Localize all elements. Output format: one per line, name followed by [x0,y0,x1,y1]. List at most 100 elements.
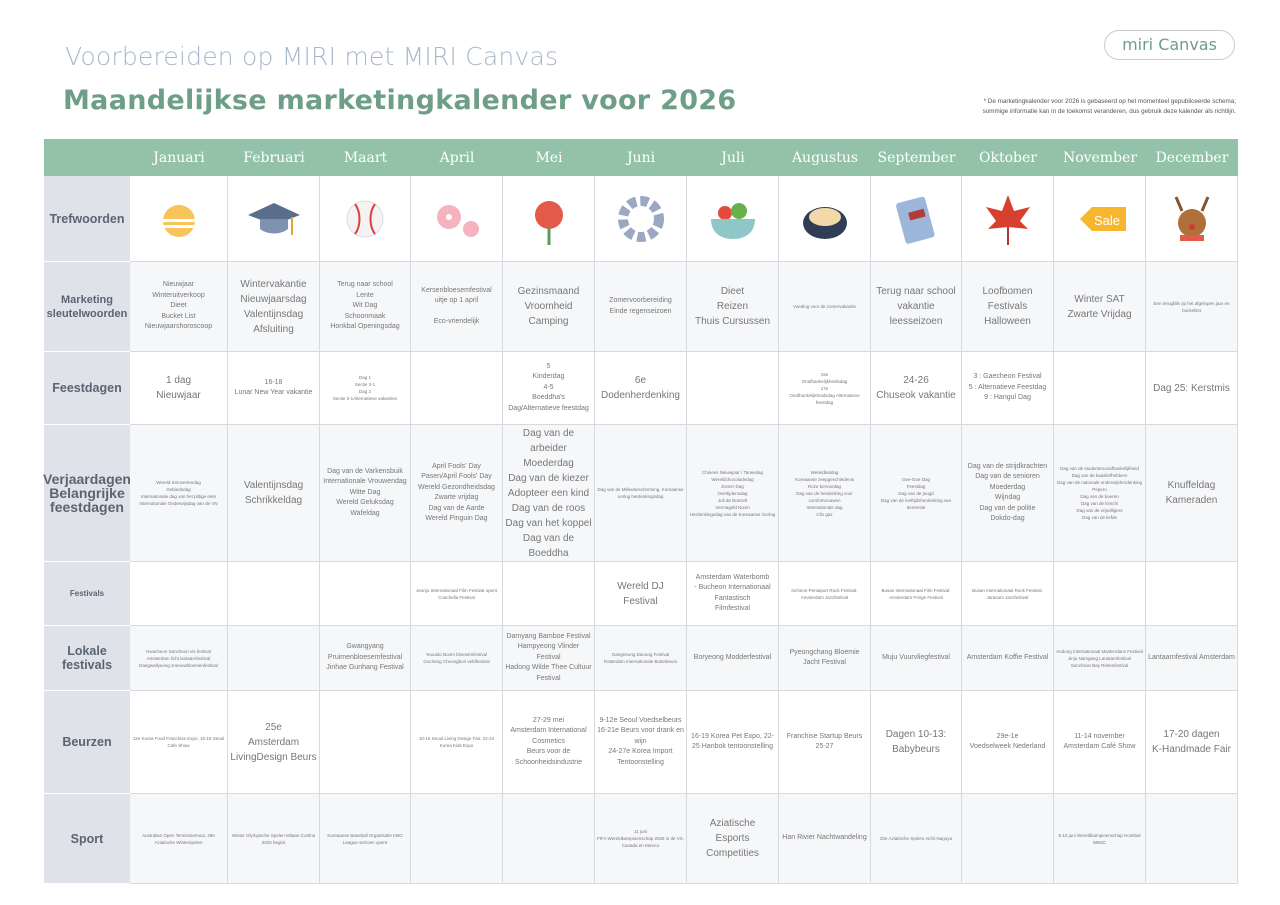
calendar-cell: 20e Aziatische Spelen Aichi-Nagoya [871,794,962,884]
sale-tag-icon: Sale [1079,206,1126,231]
month-header-maart: Maart [320,139,411,176]
calendar-cell: Franchise Startup Beurs 25-27 [779,691,871,794]
keyword-icon-cell [595,176,687,262]
calendar-cell: 10-16 Seoul Living Design Fair, 22-24 Ko… [411,691,503,794]
keyword-icon-cell [687,176,779,262]
calendar-cell [411,352,503,425]
calendar-cell [1054,562,1146,626]
keyword-icon-cell [871,176,962,262]
calendar-cell [320,562,411,626]
month-header-januari: Januari [130,139,228,176]
row-label: Trefwoorden [44,176,130,262]
calendar-cell: Winter Olympische Spelen Milaan-Cortina … [228,794,320,884]
calendar-cell [503,794,595,884]
header-corner [44,139,130,176]
calendar-cell: Amsterdam Waterbomb - Bucheon Internatio… [687,562,779,626]
calendar-cell: 16-19 Korea Pet Expo, 22-25 Hanbok tento… [687,691,779,794]
calendar-cell [1054,352,1146,425]
calendar-cell: 24-26 Chuseok vakantie [871,352,962,425]
calendar-cell: Wereld Introvertendag Gebiedsdag Interna… [130,425,228,562]
keyword-icon-cell: Sale [1054,176,1146,262]
calendar-cell: Terug naar school vakantie leesseizoen [871,262,962,352]
calendar-cell: 9-12e Seoul Voedselbeurs 16-21e Beurs vo… [595,691,687,794]
graduation-cap-icon [247,202,300,235]
calendar-cell: Voeding voor de zomervakantie [779,262,871,352]
calendar-cell: Koreaanse Baseball Organisatie KBO Leagu… [320,794,411,884]
calendar-cell: Wereldkatdag Koreaanse zeepgeschiedenis … [779,425,871,562]
keyword-icon-cell [228,176,320,262]
month-header-oktober: Oktober [962,139,1054,176]
svg-text:Sale: Sale [1094,213,1120,228]
salad-bowl-icon [710,202,755,239]
calendar-cell: Dieet Reizen Thuis Cursussen [687,262,779,352]
calendar-cell [687,352,779,425]
calendar-cell [320,691,411,794]
calendar-cell: Winter SAT Zwarte Vrijdag [1054,262,1146,352]
calendar-cell: 15e Onafhankelijkheidsdag 17e Onafhankel… [779,352,871,425]
month-header-mei: Mei [503,139,595,176]
calendar-cell [1146,794,1238,884]
month-header-juli: Juli [687,139,779,176]
calendar-cell: Dag 25: Kerstmis [1146,352,1238,425]
calendar-cell: Jeonju Internationaal Film Festival open… [411,562,503,626]
calendar-cell: 27-29 mei Amsterdam International Cosmet… [503,691,595,794]
row-label: Lokale festivals [44,626,130,691]
calendar-cell: Dag 1 Sectie 3-1 Dag 2 Sectie 3-1Alterna… [320,352,411,425]
keyword-icon-cell [411,176,503,262]
calendar-cell: April Fools' Day Pasen/April Fools' Day … [411,425,503,562]
miri-canvas-logo[interactable]: miri Canvas [1104,30,1235,60]
calendar-cell: 25e Amsterdam LivingDesign Beurs [228,691,320,794]
calendar-cell: 16-18 Lunar New Year vakantie [228,352,320,425]
calendar-cell: Busan Internationaal Film Festival, Amst… [871,562,962,626]
book-icon [896,196,935,244]
calendar-cell [228,626,320,691]
calendar-cell: Gangneung Danoog Festival Rotterdam Inte… [595,626,687,691]
keyword-icon-cell [962,176,1054,262]
row-label: Feestdagen [44,352,130,425]
row-label: Marketing sleutelwoorden [44,262,130,352]
calendar-cell: Andong Internationaal Maskerdans Festiva… [1054,626,1146,691]
calendar-cell: Gezinsmaand Vroomheid Camping [503,262,595,352]
month-header-april: April [411,139,503,176]
page-heading: Voorbereiden op MIRI met MIRI Canvas [65,42,559,71]
calendar-cell: Knuffeldag Kameraden [1146,425,1238,562]
calendar-cell: Loofbomen Festivals Halloween [962,262,1054,352]
calendar-cell: 5-15 juni Wereldkampioenschap Honkbal WB… [1054,794,1146,884]
maple-leaf-icon [985,194,1030,245]
calendar-cell: Dag van de studentenonafhankelijkheid Da… [1054,425,1146,562]
calendar-cell: 3 : Gaecheon Festival 5 : Alternatieve F… [962,352,1054,425]
calendar-cell: Dagen 10-13: Babybeurs [871,691,962,794]
carnation-icon [534,200,563,245]
calendar-cell: Terug naar school Lente Wit Dag Schoonma… [320,262,411,352]
calendar-cell: Hwacheon Sancheon vis festival Amsterdam… [130,626,228,691]
samgyetang-pot-icon [802,206,847,239]
calendar-cell: Een terugblik op het afgelopen jaar en b… [1146,262,1238,352]
calendar-cell: 11 juni FIFA Wereldkampioenschap 2026 in… [595,794,687,884]
calendar-cell: Incheon Pentaport Rock Festival, Amsterd… [779,562,871,626]
calendar-cell: 12e Korea Food Franchise Expo, 15-18 Seo… [130,691,228,794]
calendar-cell: Wereld DJ Festival [595,562,687,626]
cherry-blossom-icon [436,204,479,237]
month-header-februari: Februari [228,139,320,176]
marketing-calendar-grid: Januari Februari Maart April Mei Juni Juli Augu… [43,139,1238,884]
baseball-icon [346,200,384,237]
calendar-cell: Nieuwjaar Winteruitverkoop Dieet Bucket … [130,262,228,352]
calendar-cell: Amsterdam Koffie Festival [962,626,1054,691]
calendar-cell [130,562,228,626]
month-header-november: November [1054,139,1146,176]
calendar-cell [962,794,1054,884]
keyword-icon-cell [130,176,228,262]
calendar-cell: Valentijnsdag Schrikkeldag [228,425,320,562]
calendar-cell: Lantaarnfestival Amsterdam [1146,626,1238,691]
row-label: Verjaardagen Belangrijke feestdagen [43,425,131,562]
umbrella-ring-icon [617,195,664,242]
calendar-cell: Dag van de arbeider Moederdag Dag van de… [503,425,595,562]
calendar-cell: Dag van de Varkensbuik Internationale Vr… [320,425,411,562]
calendar-cell: Aziatische Esports Competities [687,794,779,884]
calendar-cell: Kersenbloesemfestival uitje op 1 april E… [411,262,503,352]
calendar-cell: Dag van de Milieubescherming, Koreaanse … [595,425,687,562]
row-label: Beurzen [44,691,130,794]
calendar-cell: 1 dag Nieuwjaar [130,352,228,425]
sunrise-icon [156,204,201,237]
month-header-augustus: Augustus [779,139,871,176]
